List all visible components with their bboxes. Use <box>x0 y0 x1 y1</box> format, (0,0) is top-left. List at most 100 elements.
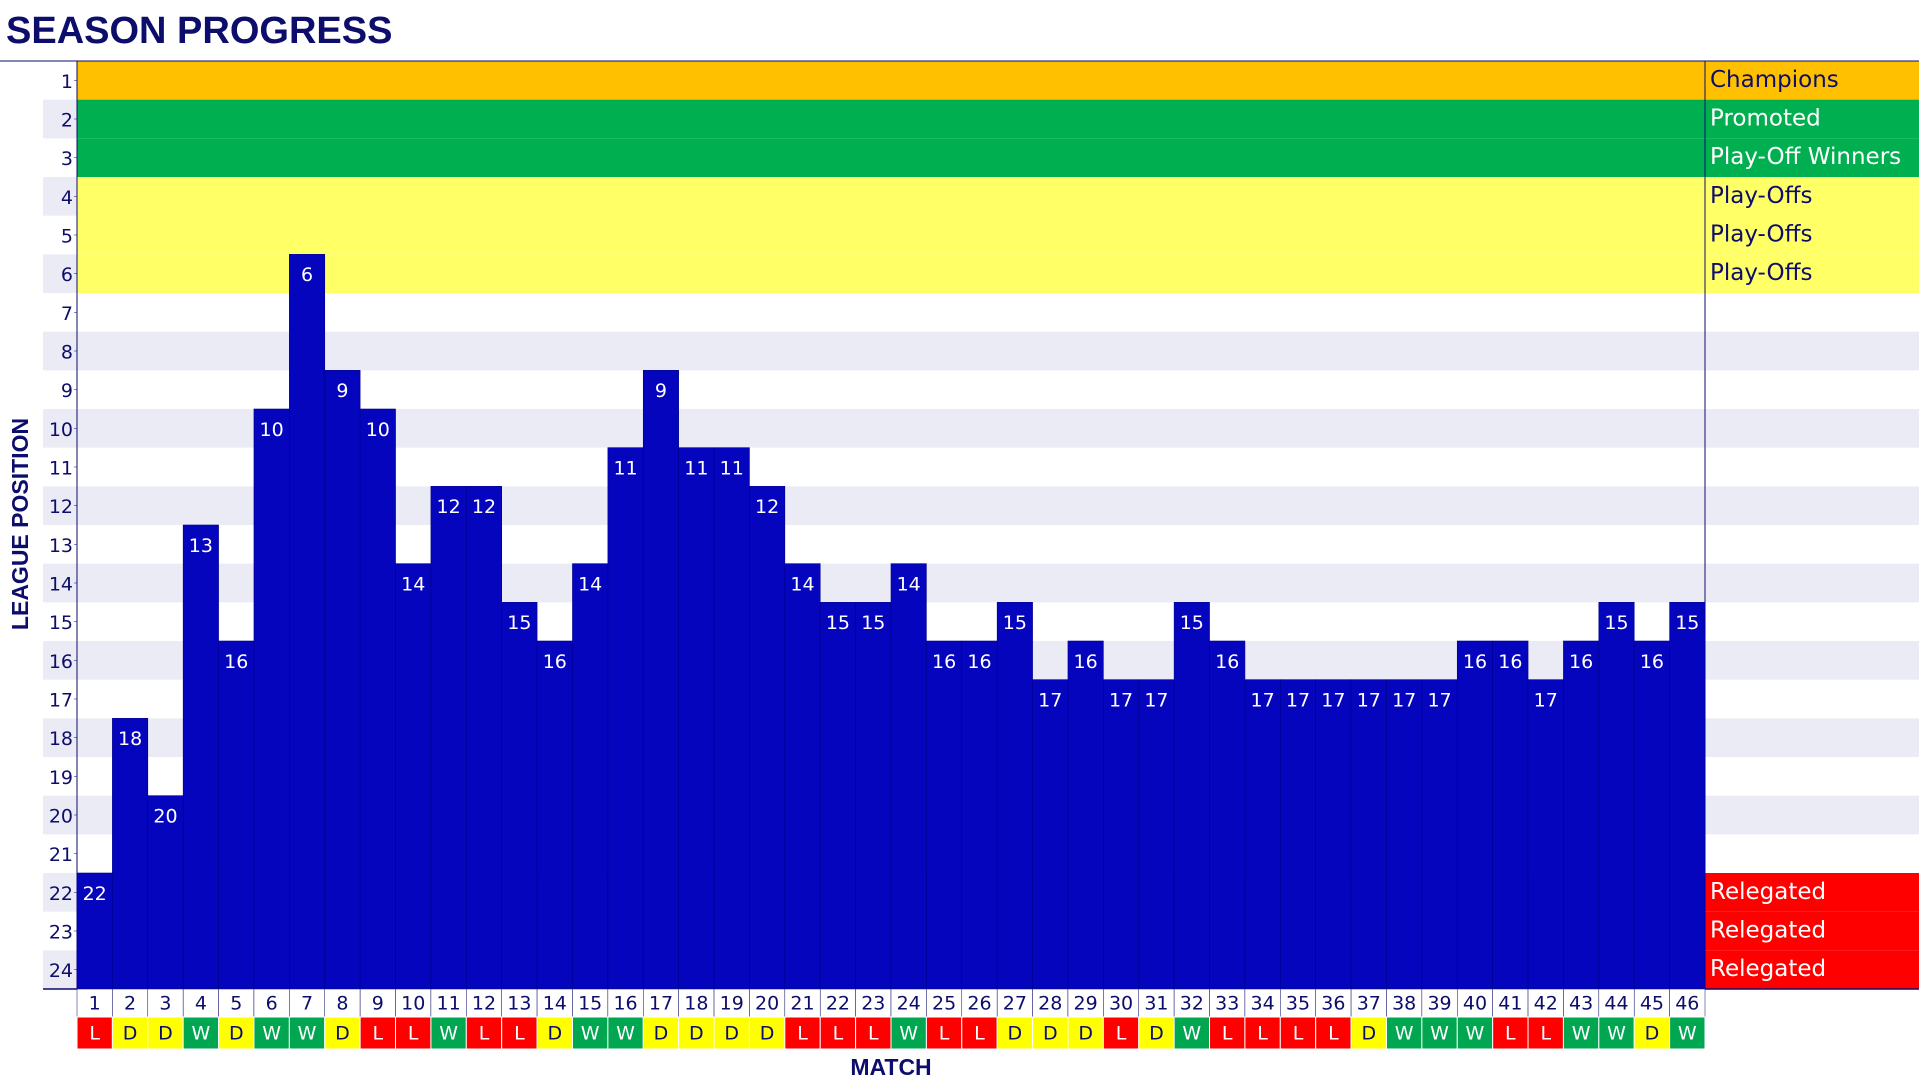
y-tick-label: 5 <box>61 226 73 248</box>
result-cell <box>1173 1016 1211 1050</box>
x-tick-label: 33 <box>1215 993 1239 1015</box>
result-cell <box>607 1016 644 1050</box>
match-cell <box>1633 988 1670 1018</box>
result-label: D <box>158 1023 173 1045</box>
x-tick-label: 22 <box>826 993 850 1015</box>
y-tick-label: 13 <box>49 535 73 557</box>
zone-band <box>77 138 1919 177</box>
bar-label: 9 <box>336 380 348 402</box>
result-label: D <box>123 1023 138 1045</box>
row-stripe <box>43 331 1919 371</box>
result-cell <box>1421 1016 1458 1050</box>
x-tick-label: 12 <box>472 993 496 1015</box>
bar <box>1633 640 1670 990</box>
result-cell <box>147 1016 184 1050</box>
match-cell <box>1492 988 1529 1018</box>
result-label: D <box>724 1023 739 1045</box>
result-cell <box>430 1016 467 1050</box>
x-tick-label: 1 <box>89 993 101 1015</box>
match-cell <box>961 988 998 1018</box>
x-tick-label: 35 <box>1286 993 1310 1015</box>
match-cell <box>572 988 609 1018</box>
x-tick-label: 32 <box>1180 993 1204 1015</box>
result-label: D <box>760 1023 775 1045</box>
bar-label: 17 <box>1144 690 1168 712</box>
bar <box>996 602 1033 990</box>
result-cell <box>1350 1016 1387 1050</box>
bar-label: 16 <box>932 651 956 673</box>
y-tick-label: 15 <box>49 612 73 634</box>
bar-label: 18 <box>118 728 142 750</box>
match-cell <box>1315 988 1352 1018</box>
result-label: L <box>797 1023 808 1045</box>
match-cell <box>1244 988 1281 1018</box>
result-cell <box>395 1016 432 1050</box>
x-tick-label: 4 <box>195 993 207 1015</box>
result-label: D <box>1008 1023 1023 1045</box>
zone-label: Relegated <box>1710 879 1826 905</box>
x-tick-label: 30 <box>1109 993 1133 1015</box>
zone-label: Play-Offs <box>1710 260 1812 286</box>
bar <box>1598 602 1635 990</box>
y-tick-label: 10 <box>49 419 73 441</box>
x-tick-label: 2 <box>124 993 136 1015</box>
zone-band <box>77 177 1919 216</box>
match-cell <box>1032 988 1069 1018</box>
bar <box>1350 679 1387 990</box>
zone-band <box>77 99 1919 139</box>
match-cell <box>1386 988 1423 1018</box>
result-label: D <box>1645 1023 1660 1045</box>
bar-label: 20 <box>153 806 177 828</box>
bar-label: 10 <box>366 419 390 441</box>
result-cell <box>819 1016 857 1050</box>
bar <box>324 370 361 990</box>
y-tick-label: 2 <box>61 110 73 132</box>
y-tick-label: 8 <box>61 342 73 364</box>
result-cell <box>1456 1016 1494 1050</box>
bar-label: 15 <box>861 612 885 634</box>
match-cell <box>430 988 467 1018</box>
result-cell <box>996 1016 1034 1050</box>
match-cell <box>1103 988 1139 1018</box>
result-cell <box>1138 1016 1175 1050</box>
result-cell <box>359 1016 397 1050</box>
bar <box>678 447 715 990</box>
bar-label: 16 <box>1640 651 1664 673</box>
match-cell <box>1457 988 1493 1018</box>
y-tick-label: 7 <box>61 303 73 325</box>
result-label: W <box>298 1023 317 1045</box>
bar-label: 16 <box>1569 651 1593 673</box>
y-tick-label: 1 <box>61 71 73 93</box>
x-tick-label: 13 <box>507 993 531 1015</box>
bar <box>961 640 998 990</box>
result-cell <box>784 1016 821 1050</box>
bar-label: 17 <box>1321 690 1345 712</box>
result-cell <box>182 1016 220 1050</box>
zone-label: Champions <box>1710 67 1839 93</box>
result-cell <box>713 1016 750 1050</box>
result-label: W <box>899 1023 918 1045</box>
match-cell <box>1350 988 1387 1018</box>
result-label: L <box>1505 1023 1516 1045</box>
bar-label: 12 <box>755 496 779 518</box>
result-cell <box>642 1016 680 1050</box>
result-cell <box>76 1016 113 1050</box>
x-tick-label: 40 <box>1463 993 1487 1015</box>
x-tick-label: 41 <box>1498 993 1522 1015</box>
x-tick-label: 9 <box>372 993 384 1015</box>
result-label: L <box>479 1023 490 1045</box>
bar-label: 16 <box>1463 651 1487 673</box>
bar-label: 11 <box>684 458 708 480</box>
y-tick-label: 17 <box>49 690 73 712</box>
bar <box>1067 640 1104 990</box>
result-cell <box>1279 1016 1317 1050</box>
x-tick-label: 15 <box>578 993 602 1015</box>
x-tick-label: 27 <box>1003 993 1027 1015</box>
x-tick-label: 5 <box>230 993 242 1015</box>
bar-label: 15 <box>1003 612 1027 634</box>
bar <box>1103 679 1140 990</box>
bar-label: 14 <box>401 574 425 596</box>
x-tick-label: 10 <box>401 993 425 1015</box>
result-label: L <box>89 1023 100 1045</box>
result-label: W <box>439 1023 458 1045</box>
